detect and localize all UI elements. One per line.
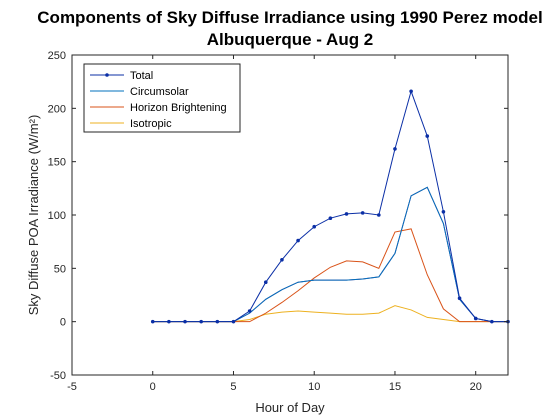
chart-subtitle: Albuquerque - Aug 2 bbox=[207, 30, 374, 49]
series-0-point-14 bbox=[377, 213, 381, 217]
legend-marker-0 bbox=[105, 73, 109, 77]
series-0-point-5 bbox=[231, 319, 236, 324]
series-0-point-18 bbox=[441, 210, 446, 214]
series-0-point-0 bbox=[150, 319, 155, 324]
series-0-point-11 bbox=[328, 216, 333, 220]
series-0-point-8 bbox=[280, 258, 284, 262]
x-axis-label: Hour of Day bbox=[255, 400, 325, 415]
x-tick-label-4: 15 bbox=[389, 381, 401, 393]
x-tick-label-0: -5 bbox=[67, 381, 77, 393]
series-0-point-13 bbox=[360, 211, 365, 215]
y-tick-label-3: 100 bbox=[48, 210, 66, 222]
y-tick-label-1: 0 bbox=[60, 317, 66, 329]
series-layer bbox=[150, 89, 510, 324]
chart-title: Components of Sky Diffuse Irradiance usi… bbox=[37, 8, 542, 27]
series-0-point-6 bbox=[247, 309, 252, 313]
series-0-point-4 bbox=[215, 319, 220, 324]
series-0-point-12 bbox=[344, 212, 349, 216]
x-axis-ticks: -5 0 5 10 15 20 bbox=[67, 55, 482, 393]
legend-label-2: Horizon Brightening bbox=[130, 102, 227, 114]
y-tick-label-6: 250 bbox=[48, 50, 66, 62]
y-tick-label-5: 200 bbox=[48, 103, 66, 115]
series-0-point-21 bbox=[490, 319, 494, 324]
series-0-point-7 bbox=[263, 280, 268, 285]
legend-label-3: Isotropic bbox=[130, 118, 172, 130]
x-tick-label-1: 0 bbox=[150, 381, 156, 393]
series-0-point-20 bbox=[473, 316, 478, 321]
legend: Total Circumsolar Horizon Brightening Isotr… bbox=[83, 63, 241, 133]
legend-label-0: Total bbox=[130, 70, 153, 82]
x-tick-label-3: 10 bbox=[308, 381, 320, 393]
x-tick-label-2: 5 bbox=[230, 381, 236, 393]
series-0-point-16 bbox=[409, 89, 413, 94]
y-tick-label-4: 150 bbox=[48, 157, 66, 169]
series-0-point-15 bbox=[393, 147, 397, 151]
x-tick-label-5: 20 bbox=[470, 381, 482, 393]
series-0-point-1 bbox=[167, 319, 171, 324]
y-axis-label: Sky Diffuse POA Irradiance (W/m²) bbox=[26, 115, 41, 316]
series-0-point-17 bbox=[425, 134, 430, 138]
y-tick-label-2: 50 bbox=[54, 263, 66, 275]
series-0-point-9 bbox=[296, 238, 300, 243]
series-0-point-19 bbox=[457, 296, 462, 301]
series-0-point-3 bbox=[199, 319, 203, 324]
y-tick-label-0: -50 bbox=[50, 370, 66, 382]
legend-label-1: Circumsolar bbox=[130, 86, 189, 98]
series-0-point-10 bbox=[312, 224, 317, 229]
y-axis-ticks: -50 0 50 100 150 200 250 bbox=[48, 50, 508, 382]
series-0-point-2 bbox=[183, 319, 187, 324]
